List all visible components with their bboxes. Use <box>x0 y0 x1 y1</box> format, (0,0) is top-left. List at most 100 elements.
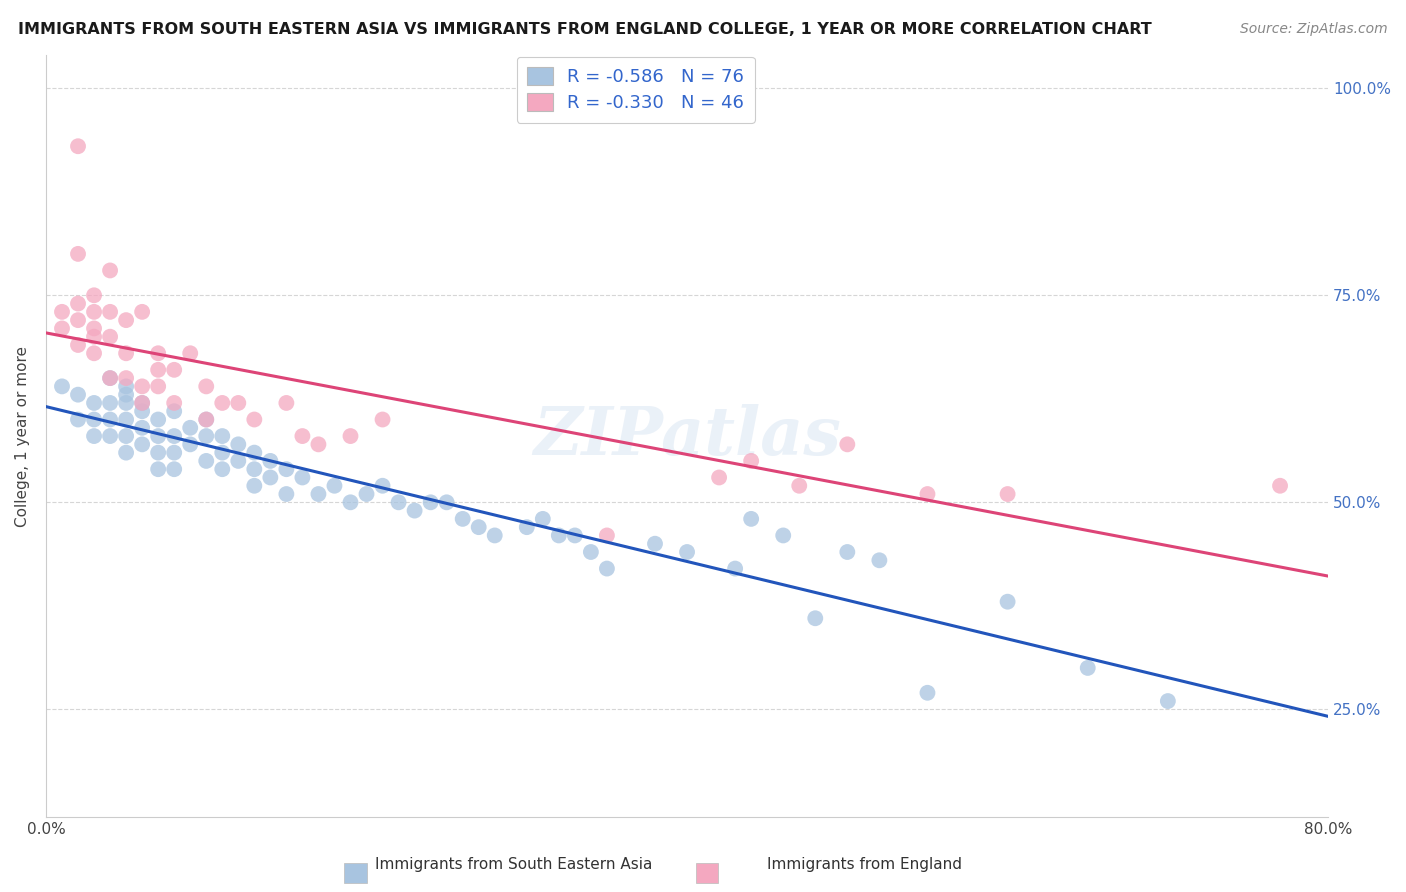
Point <box>291 470 314 484</box>
Point <box>98 371 121 385</box>
Point <box>195 429 218 443</box>
Point <box>146 462 169 476</box>
Point <box>115 371 138 385</box>
Point <box>98 263 121 277</box>
Text: IMMIGRANTS FROM SOUTH EASTERN ASIA VS IMMIGRANTS FROM ENGLAND COLLEGE, 1 YEAR OR: IMMIGRANTS FROM SOUTH EASTERN ASIA VS IM… <box>18 22 1152 37</box>
Text: Immigrants from England: Immigrants from England <box>768 857 962 872</box>
Point <box>371 412 394 426</box>
Point <box>596 528 619 542</box>
Point <box>83 412 105 426</box>
Point <box>707 470 730 484</box>
Point <box>547 528 569 542</box>
Point <box>83 329 105 343</box>
Point <box>804 611 827 625</box>
Point <box>146 429 169 443</box>
Point <box>531 512 554 526</box>
Point <box>997 487 1019 501</box>
Point <box>740 454 762 468</box>
Text: Immigrants from South Eastern Asia: Immigrants from South Eastern Asia <box>374 857 652 872</box>
Point <box>131 379 153 393</box>
Point <box>724 561 747 575</box>
Point <box>115 379 138 393</box>
Point <box>1157 694 1180 708</box>
Point <box>163 429 186 443</box>
Point <box>115 412 138 426</box>
Point <box>115 346 138 360</box>
Point <box>83 288 105 302</box>
Point <box>83 321 105 335</box>
Point <box>387 495 409 509</box>
Point <box>276 396 298 410</box>
Point <box>419 495 441 509</box>
Text: ZIPatlas: ZIPatlas <box>533 403 841 468</box>
Point <box>131 396 153 410</box>
Point <box>1077 661 1099 675</box>
Point <box>243 445 266 459</box>
Point <box>323 479 346 493</box>
Point <box>997 595 1019 609</box>
Point <box>211 429 233 443</box>
Point <box>131 421 153 435</box>
Point <box>243 479 266 493</box>
Point <box>131 305 153 319</box>
Point <box>291 429 314 443</box>
Point <box>51 321 73 335</box>
Point <box>66 412 89 426</box>
Point <box>516 520 538 534</box>
Point <box>1268 479 1291 493</box>
Point <box>226 437 249 451</box>
Point <box>243 412 266 426</box>
Point <box>51 379 73 393</box>
Point <box>579 545 602 559</box>
Point <box>66 139 89 153</box>
Point <box>66 313 89 327</box>
Point <box>146 445 169 459</box>
Point <box>115 429 138 443</box>
Point <box>467 520 489 534</box>
Point <box>66 387 89 401</box>
Point <box>98 412 121 426</box>
Y-axis label: College, 1 year or more: College, 1 year or more <box>15 345 30 526</box>
Point <box>51 305 73 319</box>
Point <box>211 396 233 410</box>
Point <box>163 462 186 476</box>
Point <box>596 561 619 575</box>
Point <box>868 553 890 567</box>
Point <box>339 495 361 509</box>
Point <box>195 412 218 426</box>
Point <box>179 346 201 360</box>
Point <box>179 437 201 451</box>
Point <box>276 462 298 476</box>
Point <box>146 412 169 426</box>
Point <box>66 296 89 310</box>
Point <box>98 396 121 410</box>
Point <box>259 454 281 468</box>
Point <box>436 495 458 509</box>
Point <box>484 528 506 542</box>
Point <box>195 412 218 426</box>
Point <box>98 305 121 319</box>
Point <box>339 429 361 443</box>
Point <box>66 338 89 352</box>
Point <box>404 503 426 517</box>
Point <box>98 329 121 343</box>
Point <box>564 528 586 542</box>
Point <box>131 437 153 451</box>
Point <box>740 512 762 526</box>
Point <box>115 396 138 410</box>
Point <box>163 396 186 410</box>
Point <box>917 487 939 501</box>
Legend: R = -0.586   N = 76, R = -0.330   N = 46: R = -0.586 N = 76, R = -0.330 N = 46 <box>516 56 755 123</box>
Point <box>179 421 201 435</box>
Point <box>131 404 153 418</box>
Point <box>163 445 186 459</box>
Point <box>356 487 378 501</box>
Point <box>163 404 186 418</box>
Point <box>772 528 794 542</box>
Point <box>115 445 138 459</box>
Point <box>243 462 266 476</box>
Point <box>195 379 218 393</box>
Point <box>83 429 105 443</box>
Point <box>676 545 699 559</box>
Point <box>787 479 810 493</box>
